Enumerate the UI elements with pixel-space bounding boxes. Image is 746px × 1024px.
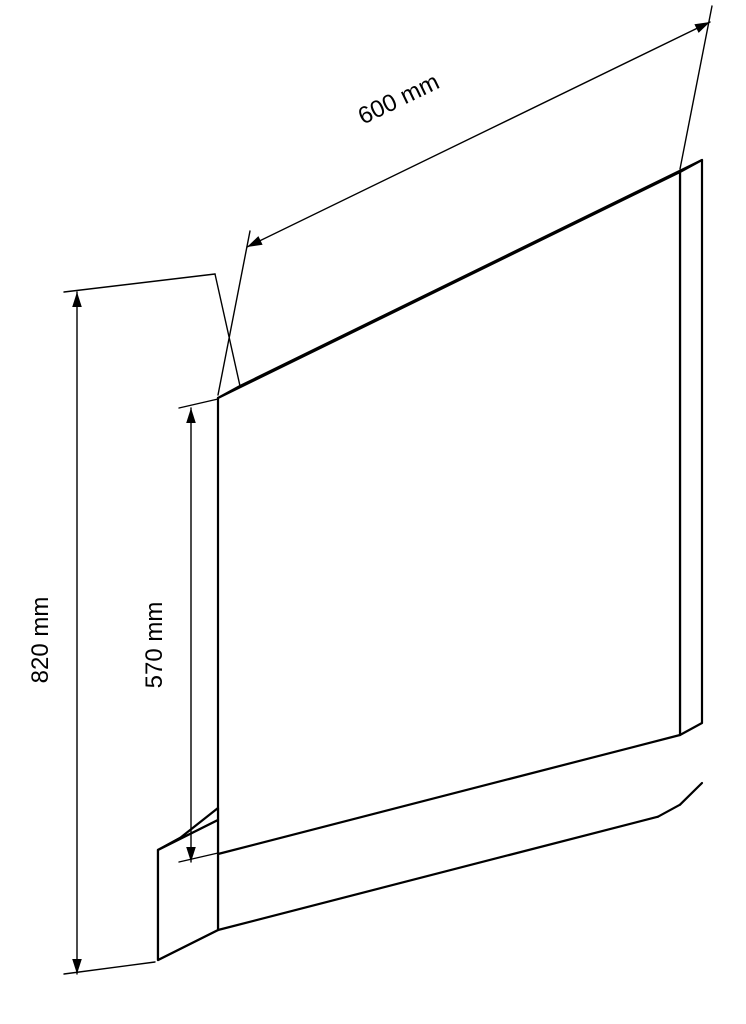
dimension-outer-height-label: 820 mm bbox=[27, 597, 54, 684]
technical-drawing: 600 mm570 mm820 mm bbox=[0, 0, 746, 1024]
dimension-inner-height-label: 570 mm bbox=[141, 602, 168, 689]
